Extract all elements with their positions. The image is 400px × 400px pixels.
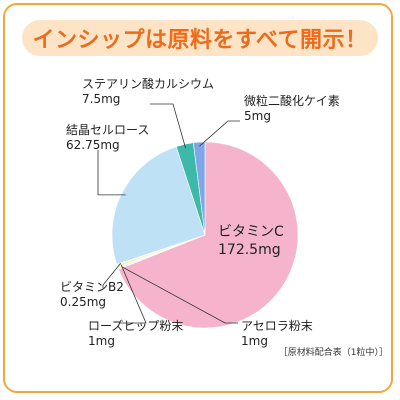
leader-line-4	[102, 263, 121, 288]
pie-slice-1	[118, 141, 299, 329]
slice-label-name-5: 結晶セルロース	[66, 123, 149, 137]
slice-label-name-2: アセロラ粉末	[241, 319, 313, 333]
slice-label-value-7: 5mg	[244, 109, 271, 123]
footnote: ［原材料配合表（1粒中）］	[278, 348, 388, 358]
pie-slice-7	[193, 141, 206, 236]
slice-label-value-1: 172.5mg	[218, 242, 281, 258]
leader-line-6	[150, 103, 186, 149]
slice-label-name-4: ビタミンB2	[60, 280, 124, 294]
slice-label-value-2: 1mg	[241, 334, 268, 348]
slice-label-name-7: 微粒二酸化ケイ素	[244, 93, 340, 108]
slice-label-name-6: ステアリン酸カルシウム	[82, 76, 214, 91]
slice-labels: ビタミンC172.5mgアセロラ粉末1mgローズヒップ粉末1mgビタミンB20.…	[60, 76, 340, 348]
slice-label-name-3: ローズヒップ粉末	[88, 318, 183, 333]
leader-lines	[97, 103, 240, 324]
slice-label-name-1: ビタミンC	[218, 224, 284, 240]
slice-label-value-4: 0.25mg	[60, 295, 106, 309]
slice-label-value-3: 1mg	[88, 334, 115, 348]
pie-slice-5	[111, 146, 206, 265]
leader-line-2	[121, 266, 238, 324]
leader-line-5	[97, 150, 126, 196]
leader-line-3	[120, 264, 147, 324]
headline-title: インシップは原料をすべて開示！	[32, 28, 368, 53]
slice-label-value-5: 62.75mg	[66, 138, 120, 152]
leader-line-7	[199, 120, 240, 147]
slice-label-value-6: 7.5mg	[82, 92, 120, 106]
headline-banner: インシップは原料をすべて開示！	[22, 20, 378, 56]
